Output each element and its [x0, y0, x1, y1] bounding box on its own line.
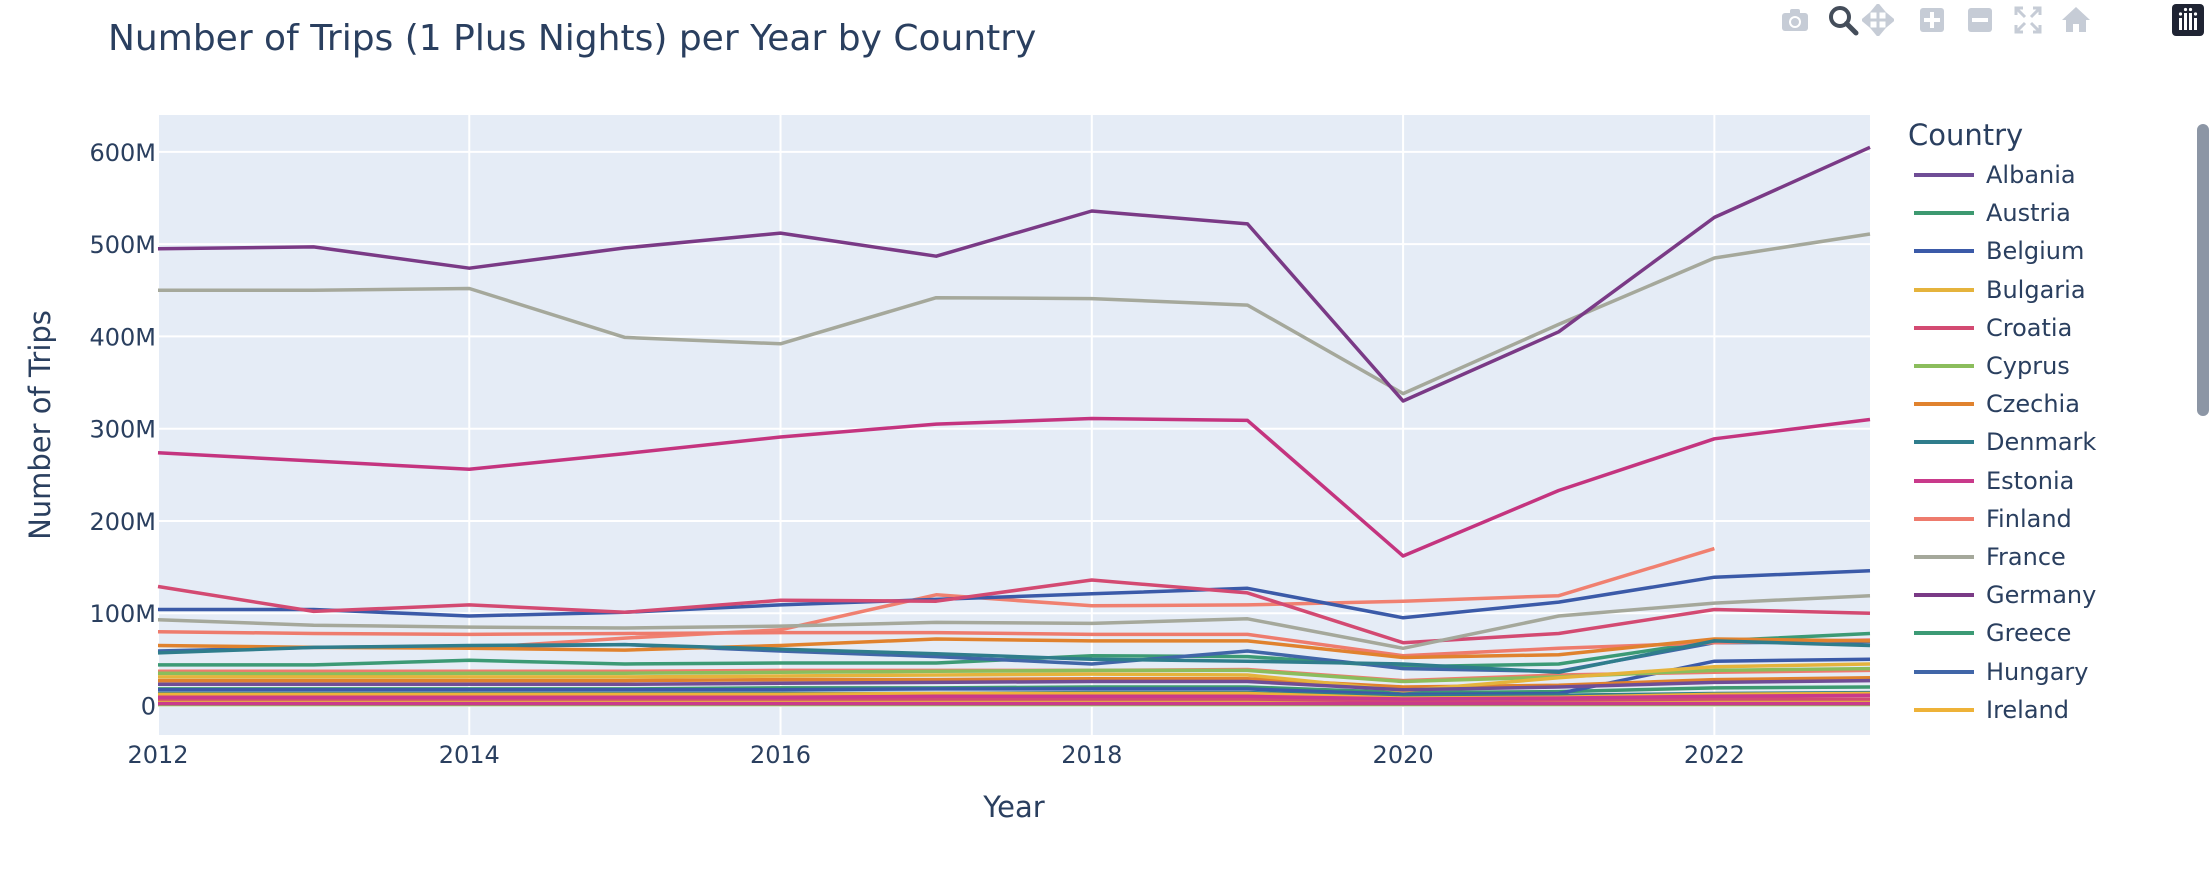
- zoom-out-icon[interactable]: [1962, 2, 1998, 38]
- y-tick-label: 100M: [89, 600, 156, 628]
- legend-item[interactable]: Albania: [1905, 156, 2175, 194]
- y-tick-label: 600M: [89, 139, 156, 167]
- series-line[interactable]: [157, 637, 1871, 660]
- legend-swatch: [1914, 593, 1974, 598]
- legend-swatch: [1914, 402, 1974, 407]
- legend-label: Czechia: [1986, 390, 2080, 419]
- zoom-in-icon[interactable]: [1914, 2, 1950, 38]
- legend-swatch: [1914, 631, 1974, 636]
- camera-icon[interactable]: [1777, 2, 1813, 38]
- autoscale-icon[interactable]: [2010, 2, 2046, 38]
- x-tick-label: 2022: [1684, 741, 1745, 769]
- zoom-icon[interactable]: [1825, 2, 1861, 38]
- legend-label: Austria: [1986, 199, 2071, 228]
- legend-swatch: [1914, 325, 1974, 330]
- legend-item[interactable]: Belgium: [1905, 232, 2175, 270]
- legend-label: Cyprus: [1986, 352, 2070, 381]
- legend-label: Finland: [1986, 504, 2072, 533]
- series-line[interactable]: [158, 678, 1871, 692]
- legend: Country Albania Austria Belgium Bulgaria Cro…: [1905, 114, 2175, 736]
- home-icon[interactable]: [2058, 2, 2094, 38]
- series-line[interactable]: [157, 145, 1871, 403]
- y-axis-title: Number of Trips: [23, 310, 57, 540]
- legend-label: Albania: [1986, 161, 2076, 190]
- chart-title: Number of Trips (1 Plus Nights) per Year…: [108, 18, 1037, 59]
- legend-item[interactable]: Denmark: [1905, 423, 2175, 461]
- x-tick-label: 2014: [439, 741, 500, 769]
- legend-swatch: [1914, 440, 1974, 445]
- legend-label: Greece: [1986, 619, 2072, 648]
- y-tick-label: 300M: [89, 416, 156, 444]
- tick-labels: 2012 2014 2016 2018 2020 2022 0 100M 200M 300M 400…: [89, 139, 1744, 769]
- chart-plot[interactable]: 2012 2014 2016 2018 2020 2022 0 100M 200M 300M 400…: [0, 0, 1880, 892]
- legend-item[interactable]: Cyprus: [1905, 347, 2175, 385]
- y-tick-label: 0: [141, 692, 156, 720]
- legend-items: Albania Austria Belgium Bulgaria Croatia Cypr…: [1905, 156, 2175, 729]
- legend-item[interactable]: Germany: [1905, 576, 2175, 614]
- series-line[interactable]: [157, 629, 1871, 658]
- series-line[interactable]: [158, 676, 1871, 689]
- legend-swatch: [1914, 707, 1974, 712]
- legend-swatch: [1914, 364, 1974, 369]
- legend-swatch: [1914, 249, 1974, 254]
- legend-item[interactable]: Czechia: [1905, 385, 2175, 423]
- legend-item[interactable]: Greece: [1905, 614, 2175, 652]
- legend-swatch: [1914, 669, 1974, 674]
- series-line[interactable]: [158, 657, 1871, 697]
- legend-label: Croatia: [1986, 313, 2073, 342]
- legend-title: Country: [1908, 118, 2024, 152]
- legend-item[interactable]: Bulgaria: [1905, 271, 2175, 309]
- series-line[interactable]: [157, 578, 1871, 645]
- legend-item[interactable]: Ireland: [1905, 691, 2175, 729]
- legend-swatch: [1914, 478, 1974, 483]
- modebar: [1772, 0, 2212, 40]
- legend-label: Belgium: [1986, 237, 2085, 266]
- legend-item[interactable]: Croatia: [1905, 309, 2175, 347]
- legend-item[interactable]: Finland: [1905, 500, 2175, 538]
- series-line[interactable]: [158, 693, 1871, 701]
- x-tick-label: 2012: [127, 741, 188, 769]
- legend-item[interactable]: Hungary: [1905, 652, 2175, 690]
- legend-swatch: [1914, 554, 1974, 559]
- series-line[interactable]: [158, 697, 1870, 703]
- x-tick-label: 2016: [750, 741, 811, 769]
- series-line[interactable]: [157, 416, 1871, 558]
- legend-label: Bulgaria: [1986, 275, 2086, 304]
- legend-label: Estonia: [1986, 466, 2075, 495]
- legend-label: Germany: [1986, 581, 2097, 610]
- legend-swatch: [1914, 211, 1974, 216]
- legend-label: Denmark: [1986, 428, 2097, 457]
- series-lines: [157, 145, 1871, 707]
- pan-icon[interactable]: [1860, 2, 1896, 38]
- legend-swatch: [1914, 173, 1974, 178]
- legend-label: Hungary: [1986, 657, 2089, 686]
- legend-item[interactable]: Estonia: [1905, 462, 2175, 500]
- legend-scrollbar[interactable]: [2197, 124, 2209, 416]
- series-line[interactable]: [157, 593, 1871, 651]
- legend-item[interactable]: France: [1905, 538, 2175, 576]
- series-line[interactable]: [157, 639, 1871, 675]
- plotly-logo-icon[interactable]: [2170, 2, 2206, 38]
- series-line[interactable]: [158, 569, 1871, 620]
- legend-swatch: [1914, 516, 1974, 521]
- legend-swatch: [1914, 287, 1974, 292]
- x-tick-label: 2018: [1061, 741, 1122, 769]
- y-tick-label: 500M: [89, 231, 156, 259]
- x-tick-label: 2020: [1373, 741, 1434, 769]
- y-tick-label: 400M: [89, 323, 156, 351]
- y-tick-label: 200M: [89, 508, 156, 536]
- legend-item[interactable]: Austria: [1905, 194, 2175, 232]
- series-line[interactable]: [158, 662, 1871, 693]
- plot-area[interactable]: [158, 115, 1870, 735]
- series-line[interactable]: [469, 546, 1715, 651]
- x-axis-title: Year: [982, 790, 1044, 824]
- series-line[interactable]: [158, 699, 1870, 705]
- legend-label: Ireland: [1986, 695, 2070, 724]
- legend-label: France: [1986, 542, 2066, 571]
